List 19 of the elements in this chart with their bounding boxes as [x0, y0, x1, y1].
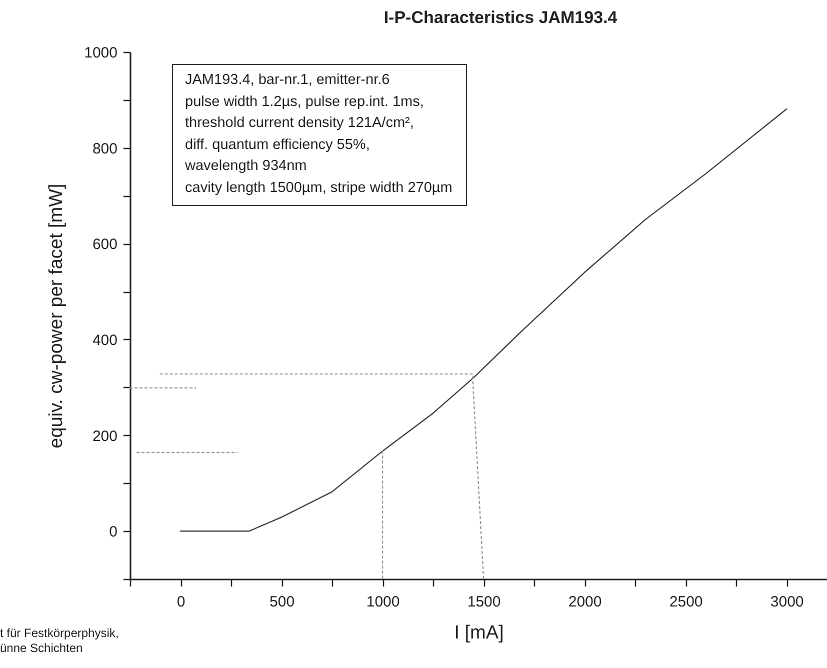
x-tick-label: 1500 — [467, 594, 501, 610]
y-axis-title: equiv. cw-power per facet [mW] — [46, 184, 68, 448]
x-tick-label: 2000 — [568, 594, 602, 610]
y-tick-label: 600 — [92, 236, 118, 254]
x-tick-label: 1000 — [366, 594, 400, 610]
y-tick-label: 800 — [92, 140, 118, 158]
y-tick-label: 1000 — [84, 44, 118, 62]
line-series — [180, 108, 788, 532]
x-tick-label: 500 — [270, 594, 295, 610]
x-axis-title: I [mA] — [454, 622, 504, 644]
note-box: JAM193.4, bar-nr.1, emitter-nr.6 pulse width 1.2µs, pulse rep.int. 1ms, threshold current density 121A/cm², diff. quantum efficiency 55%, wavelength 934nm cavity length 1500µm, stripe width 270µm — [172, 64, 468, 206]
y-tick-label: 0 — [109, 524, 118, 541]
x-tick-label: 0 — [176, 594, 186, 610]
x-tick-label: 3000 — [770, 594, 804, 610]
y-tick-label: 400 — [92, 332, 118, 349]
x-tick-label: 2500 — [669, 594, 703, 610]
y-tick-label: 200 — [92, 428, 118, 445]
text: t für Festkörperphysik, ünne Schichten — [0, 626, 119, 656]
chart-title: I-P-Characteristics JAM193.4 — [384, 8, 618, 27]
